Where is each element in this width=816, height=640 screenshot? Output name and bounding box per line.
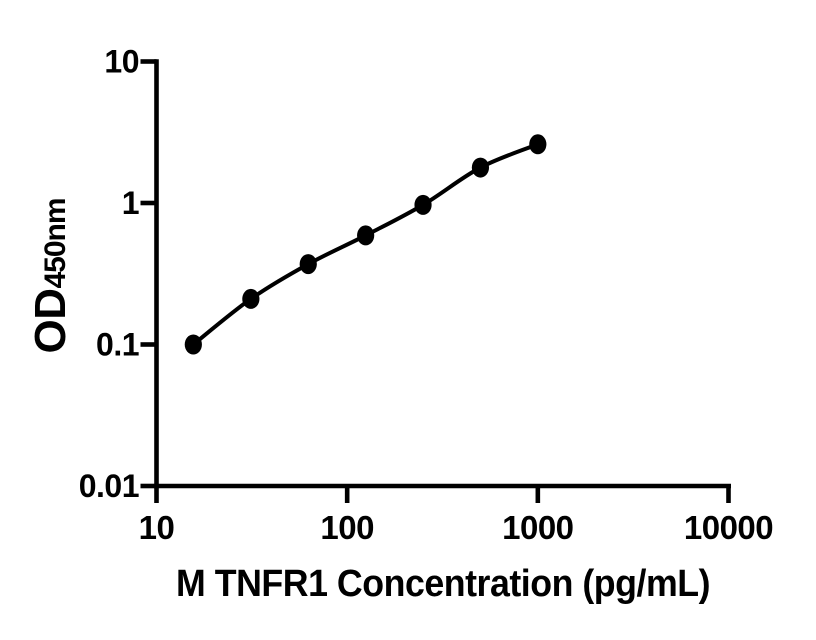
- y-tick-label: 10: [104, 44, 139, 80]
- data-point-marker: [242, 288, 260, 309]
- y-tick-label: 1: [122, 185, 139, 221]
- y-axis-title-subscript: 450nm: [39, 198, 72, 289]
- data-point-marker: [529, 134, 547, 155]
- y-axis-title: OD450nm: [26, 198, 76, 353]
- y-tick-label: 0.1: [96, 327, 139, 363]
- x-axis-title: M TNFR1 Concentration (pg/mL): [174, 564, 712, 604]
- data-point-marker: [471, 157, 490, 178]
- x-tick-label: 1000: [502, 509, 573, 546]
- x-axis-title-text: M TNFR1 Concentration (pg/mL): [175, 563, 711, 605]
- x-tick-label: 10000: [684, 509, 773, 546]
- y-tick-label: 0.01: [79, 468, 139, 504]
- x-tick-label: 100: [320, 509, 374, 546]
- y-axis-title-main: OD: [26, 288, 75, 354]
- data-point-marker: [414, 194, 432, 215]
- data-point-marker: [299, 254, 317, 275]
- data-point-marker: [357, 225, 375, 246]
- data-point-marker: [184, 334, 202, 355]
- x-tick-label: 10: [139, 509, 175, 546]
